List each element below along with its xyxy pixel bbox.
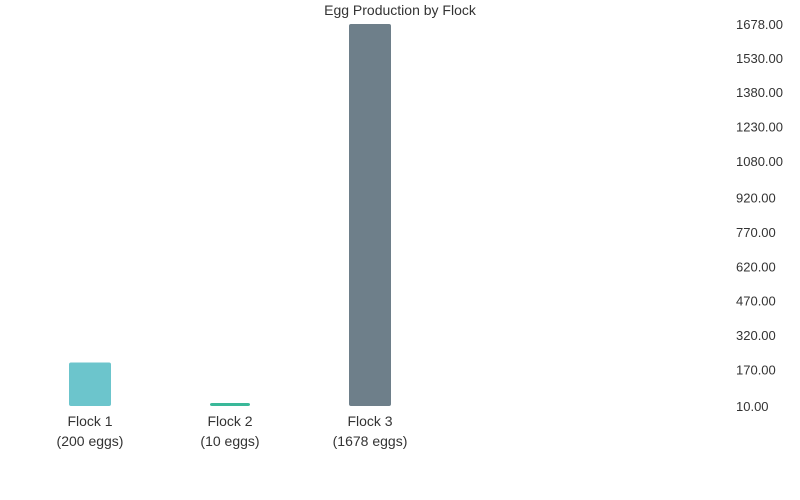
y-tick-label: 320.00: [736, 328, 776, 343]
y-tick-label: 10.00: [736, 399, 769, 414]
y-axis-ticks: 10.00 170.00 320.00 470.00 620.00 770.00 920.0…: [736, 17, 783, 414]
y-tick-label: 920.00: [736, 191, 776, 206]
y-tick-label: 770.00: [736, 225, 776, 240]
x-axis-categories: Flock 1 (200 eggs) Flock 2 (10 eggs) Flock 3…: [57, 413, 408, 449]
x-category-sublabel: (200 eggs): [57, 433, 124, 449]
x-category-label: Flock 2: [207, 413, 252, 429]
y-tick-label: 1530.00: [736, 51, 783, 66]
bars-layer: [69, 24, 391, 406]
x-category-sublabel: (1678 eggs): [333, 433, 408, 449]
bar-flock-1: [69, 362, 111, 406]
x-category-label: Flock 3: [347, 413, 392, 429]
y-tick-label: 1678.00: [736, 17, 783, 32]
y-tick-label: 1230.00: [736, 120, 783, 135]
y-tick-label: 1380.00: [736, 85, 783, 100]
y-tick-label: 470.00: [736, 294, 776, 309]
y-tick-label: 170.00: [736, 362, 776, 377]
x-category-label: Flock 1: [67, 413, 112, 429]
bar-flock-3: [349, 24, 391, 406]
bar-flock-2: [210, 403, 250, 406]
y-tick-label: 1080.00: [736, 154, 783, 169]
y-tick-label: 620.00: [736, 259, 776, 274]
chart-title: Egg Production by Flock: [324, 2, 476, 18]
x-category-sublabel: (10 eggs): [200, 433, 259, 449]
